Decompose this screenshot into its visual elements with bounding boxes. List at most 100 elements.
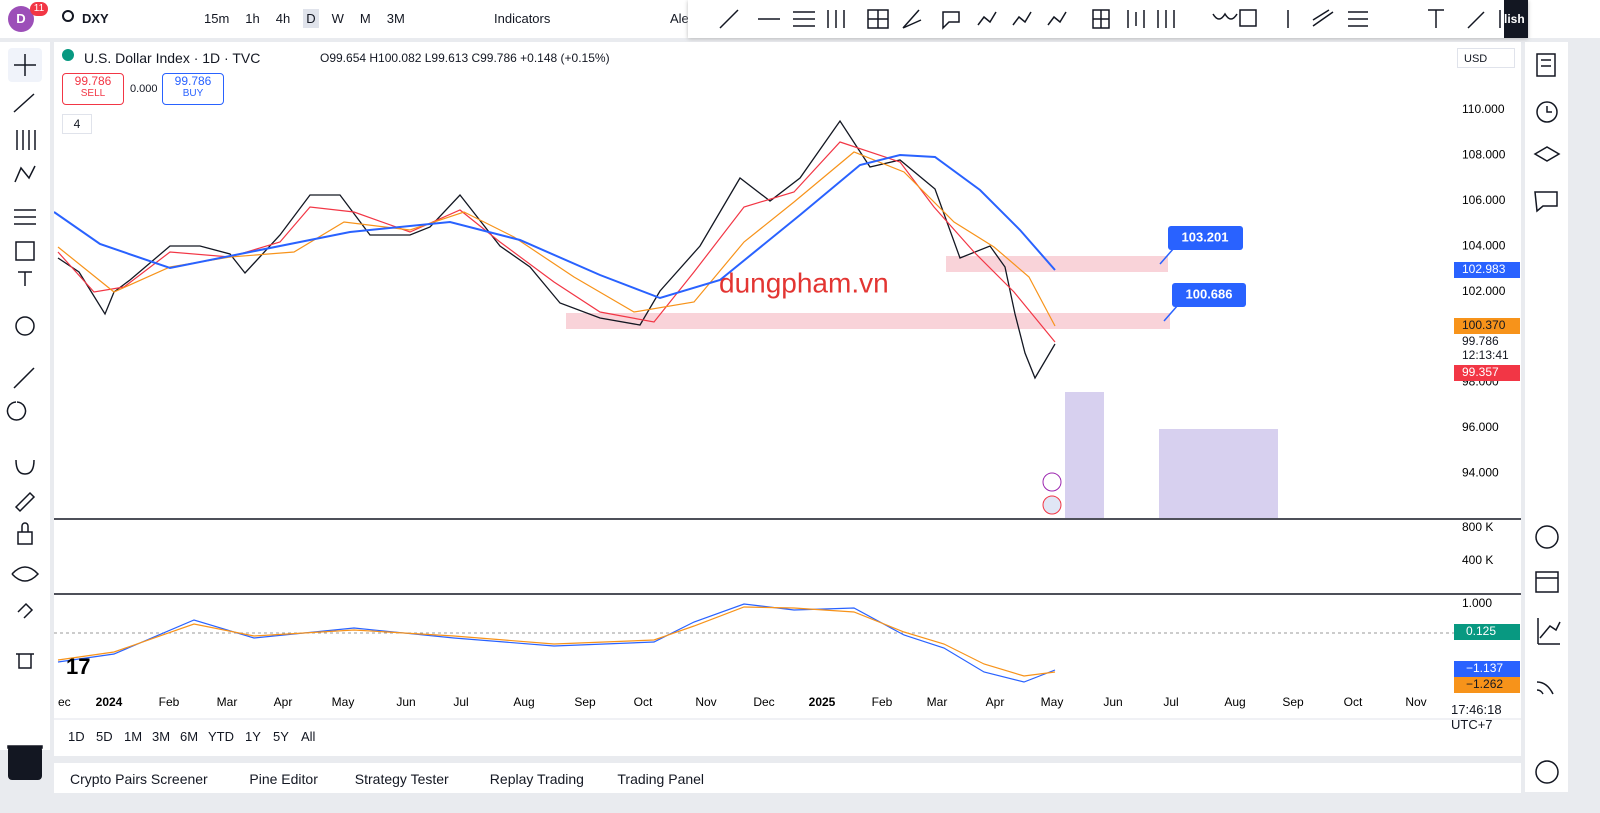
ohlc: O99.654 H100.082 L99.613 C99.786 +0.148 … <box>320 51 610 65</box>
watchlist-star[interactable] <box>8 746 42 780</box>
flag-icon <box>1042 495 1062 515</box>
price-tick: 106.000 <box>1462 193 1506 207</box>
range-button[interactable]: 1M <box>124 729 143 744</box>
price-tick: 102.000 <box>1462 284 1506 298</box>
price-badge <box>1454 318 1520 334</box>
sell-price: 99.786 <box>74 74 112 88</box>
time-tick: Apr <box>986 695 1005 709</box>
avatar[interactable]: D <box>8 6 34 32</box>
interval[interactable]: 15m <box>204 11 230 26</box>
range-button[interactable]: 1Y <box>245 729 261 744</box>
sidebar-icons <box>1533 53 1561 784</box>
time-tick: May <box>1041 695 1064 709</box>
price-tick: 96.000 <box>1462 420 1499 434</box>
time-tick: Jun <box>396 695 415 709</box>
macd-signal <box>57 606 1056 677</box>
alerts[interactable]: Ale <box>670 11 689 26</box>
time-tick: Jun <box>1103 695 1122 709</box>
ma-long <box>54 153 1056 300</box>
macd-badge <box>1454 624 1520 640</box>
bottom-tab[interactable]: Strategy Tester <box>354 771 449 787</box>
time-tick: Nov <box>695 695 716 709</box>
macd-badge-label: −1.262 <box>1466 677 1503 691</box>
range-button[interactable]: 1D <box>68 729 85 744</box>
time-tick: Jul <box>1163 695 1178 709</box>
interval[interactable]: 4h <box>275 11 291 26</box>
price-tick: 104.000 <box>1462 238 1506 252</box>
price-badge <box>1454 365 1520 381</box>
interval[interactable]: D <box>303 9 319 28</box>
price-badge-label: 99.357 <box>1462 365 1499 379</box>
left-toolbar <box>0 42 50 780</box>
range-button[interactable]: 5D <box>96 729 113 744</box>
event-icon <box>1042 472 1062 492</box>
sell-button[interactable]: 99.786 SELL <box>62 73 124 105</box>
callout: 103.201 <box>1182 229 1229 244</box>
range-button[interactable]: 3M <box>152 729 171 744</box>
time-tick: Jul <box>453 695 468 709</box>
watermark: dungpham.vn <box>719 267 889 298</box>
clock: 17:46:18 UTC+7 <box>1451 702 1502 732</box>
search-icon <box>62 10 74 22</box>
time-tick: 2025 <box>809 695 836 709</box>
interval[interactable]: W <box>331 11 344 26</box>
range-button[interactable]: 6M <box>180 729 199 744</box>
top-toolbar: D 11 DXY 15m 1h 4h D W M 3M Indicators Ale lis… <box>0 0 1600 38</box>
price <box>57 119 1056 380</box>
legend-title[interactable]: U.S. Dollar Index · 1D · TVC <box>84 50 261 66</box>
bottom-tab[interactable]: Crypto Pairs Screener <box>70 771 208 787</box>
buy-button[interactable]: 99.786 BUY <box>162 73 224 105</box>
price-tick: 110.000 <box>1462 102 1505 116</box>
panes <box>54 518 1521 595</box>
spread: 0.000 <box>130 83 158 95</box>
price-tick: 94.000 <box>1462 465 1499 479</box>
interval[interactable]: 3M <box>386 11 405 26</box>
interval[interactable]: 1h <box>245 11 260 26</box>
range-button[interactable]: All <box>301 729 316 744</box>
callout-box <box>1172 283 1246 307</box>
drawing-icons <box>719 9 1501 30</box>
volume-tick: 400 K <box>1462 553 1493 567</box>
symbol[interactable]: DXY <box>82 11 109 26</box>
bottom-tab[interactable]: Pine Editor <box>249 771 318 787</box>
bottom-tab[interactable]: Trading Panel <box>617 771 705 787</box>
badge: 11 <box>30 2 48 16</box>
currency[interactable]: USD <box>1457 48 1515 68</box>
ma-mid <box>57 151 1056 327</box>
time-tick: Mar <box>927 695 948 709</box>
time-tick: Oct <box>634 695 653 709</box>
time-tick: ec <box>58 695 71 709</box>
volume-tick: 800 K <box>1462 520 1493 534</box>
tool-icons <box>6 48 43 749</box>
indicators[interactable]: Indicators <box>494 11 551 26</box>
intervals: 15m 1h 4h D W M 3M <box>196 9 413 30</box>
indicator-count[interactable]: 4 <box>62 114 92 134</box>
sell-label: SELL <box>80 88 106 99</box>
resistance-zone <box>946 256 1168 272</box>
time-tick: Dec <box>753 695 774 709</box>
chart-area: dungpham.vn 103.201 100.686 17 110.000 10… <box>54 42 1521 756</box>
drawing-toolbar: lish <box>688 0 1528 38</box>
macd-badge-label: 0.125 <box>1466 624 1496 638</box>
time-tick: Sep <box>574 695 596 709</box>
publish[interactable]: lish <box>1504 0 1528 38</box>
price-badge-label: 12:13:41 <box>1462 348 1509 362</box>
time-tick: May <box>332 695 355 709</box>
time-tick: Aug <box>513 695 534 709</box>
range-button[interactable]: YTD <box>208 729 234 744</box>
bottom-tab[interactable]: Replay Trading <box>489 771 584 787</box>
projection-box <box>1065 392 1104 518</box>
macd-badge <box>1454 677 1520 693</box>
time-tick: 2024 <box>96 695 123 709</box>
range-button[interactable]: 5Y <box>273 729 289 744</box>
support-zone <box>566 313 1170 329</box>
time-tick: Nov <box>1405 695 1426 709</box>
buy-label: BUY <box>182 88 204 99</box>
price-badge-label: 99.786 <box>1462 334 1499 348</box>
symbol-logo <box>62 49 74 61</box>
bottom-panel: Crypto Pairs Screener Pine Editor Strategy… <box>54 763 1521 793</box>
interval[interactable]: M <box>359 11 371 26</box>
chart: dungpham.vn 103.201 100.686 17 110.000 10… <box>54 102 1521 720</box>
price-badge <box>1454 262 1520 278</box>
